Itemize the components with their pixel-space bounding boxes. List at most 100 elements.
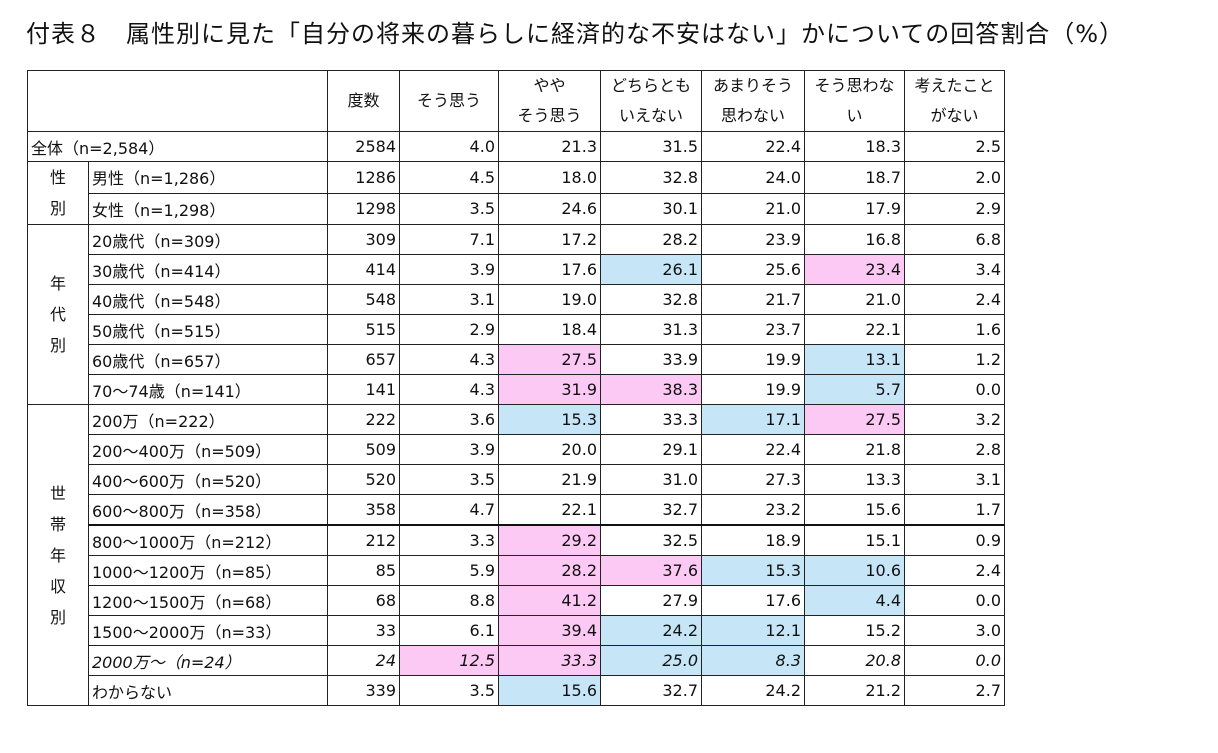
value-cell-yaya-sou-omou: 29.2: [498, 524, 601, 556]
value-cell-dochiratomo-ienai: 31.5: [600, 131, 702, 162]
value-cell-yaya-sou-omou: 28.2: [498, 555, 601, 586]
table-row: 50歳代（n=515） 515 2.9 18.4 31.3 23.7 22.1 1.6: [28, 314, 1005, 345]
value-cell-sou-omou: 2.9: [399, 314, 499, 345]
group-label-char: 別: [49, 336, 66, 355]
value-cell-dochiratomo-ienai: 31.0: [600, 464, 702, 495]
value-cell-dochiratomo-ienai: 32.8: [600, 284, 702, 315]
table-row: 1500～2000万（n=33） 33 6.1 39.4 24.2 12.1 15.2 3.0: [28, 615, 1005, 646]
value-cell-sou-omowanai: 5.7: [804, 374, 905, 405]
row-label: 1200～1500万（n=68）: [88, 585, 328, 616]
column-header-line: いえない: [618, 106, 683, 125]
value-cell-kangaeta-koto-ga-nai: 2.5: [904, 131, 1005, 162]
value-cell-kangaeta-koto-ga-nai: 0.0: [904, 374, 1005, 405]
value-cell-count: 520: [327, 464, 400, 495]
row-label: 200～400万（n=509）: [88, 434, 328, 465]
row-label: 2000万～（n=24）: [88, 645, 328, 676]
table-row: 2000万～（n=24） 24 12.5 33.3 25.0 8.3 20.8 0.0: [28, 645, 1005, 676]
value-cell-count: 1286: [327, 161, 400, 194]
value-cell-amari-sou-omowanai: 19.9: [701, 374, 805, 405]
column-header-yaya-sou-omou: やや そう思う: [498, 70, 601, 132]
value-cell-yaya-sou-omou: 22.1: [498, 494, 601, 526]
value-cell-amari-sou-omowanai: 23.7: [701, 314, 805, 345]
group-label: 年代別: [27, 224, 89, 405]
value-cell-dochiratomo-ienai: 32.5: [600, 524, 702, 556]
value-cell-amari-sou-omowanai: 12.1: [701, 615, 805, 646]
value-cell-sou-omou: 4.3: [399, 344, 499, 375]
value-cell-sou-omowanai: 27.5: [804, 404, 905, 435]
value-cell-amari-sou-omowanai: 24.0: [701, 161, 805, 194]
value-cell-kangaeta-koto-ga-nai: 1.7: [904, 494, 1005, 526]
table-row: 200～400万（n=509） 509 3.9 20.0 29.1 22.4 21.8 2.8: [28, 434, 1005, 465]
value-cell-yaya-sou-omou: 15.3: [498, 404, 601, 435]
value-cell-dochiratomo-ienai: 29.1: [600, 434, 702, 465]
value-cell-count: 309: [327, 224, 400, 255]
row-label: 1000～1200万（n=85）: [88, 555, 328, 586]
group-label: 性別: [27, 161, 89, 225]
value-cell-sou-omowanai: 10.6: [804, 555, 905, 586]
value-cell-kangaeta-koto-ga-nai: 2.7: [904, 675, 1005, 706]
value-cell-dochiratomo-ienai: 32.7: [600, 675, 702, 706]
row-label: 600～800万（n=358）: [88, 494, 328, 526]
value-cell-sou-omou: 6.1: [399, 615, 499, 646]
value-cell-amari-sou-omowanai: 18.9: [701, 524, 805, 556]
value-cell-sou-omowanai: 18.7: [804, 161, 905, 194]
value-cell-amari-sou-omowanai: 27.3: [701, 464, 805, 495]
value-cell-count: 222: [327, 404, 400, 435]
value-cell-dochiratomo-ienai: 38.3: [600, 374, 702, 405]
value-cell-amari-sou-omowanai: 21.7: [701, 284, 805, 315]
value-cell-sou-omowanai: 18.3: [804, 131, 905, 162]
column-header-amari-sou-omowanai: あまりそう 思わない: [701, 70, 805, 132]
column-header-line: そう思う: [416, 91, 481, 110]
value-cell-dochiratomo-ienai: 32.7: [600, 494, 702, 526]
group-label-char: 性: [49, 168, 66, 187]
value-cell-kangaeta-koto-ga-nai: 1.2: [904, 344, 1005, 375]
value-cell-dochiratomo-ienai: 25.0: [600, 645, 702, 676]
value-cell-count: 24: [327, 645, 400, 676]
value-cell-yaya-sou-omou: 21.9: [498, 464, 601, 495]
value-cell-sou-omou: 12.5: [399, 645, 499, 676]
value-cell-yaya-sou-omou: 24.6: [498, 192, 601, 225]
row-label: 70～74歳（n=141）: [88, 374, 328, 405]
column-header-sou-omowanai: そう思わない: [804, 70, 905, 132]
value-cell-dochiratomo-ienai: 27.9: [600, 585, 702, 616]
value-cell-yaya-sou-omou: 21.3: [498, 131, 601, 162]
column-header-line: がない: [930, 106, 979, 125]
column-header-sou-omou: そう思う: [399, 70, 499, 132]
column-header-line: やや: [533, 76, 566, 95]
table-row: 女性（n=1,298） 1298 3.5 24.6 30.1 21.0 17.9 2.9: [28, 192, 1005, 225]
row-label: 800～1000万（n=212）: [88, 524, 328, 556]
table-row: 60歳代（n=657） 657 4.3 27.5 33.9 19.9 13.1 1.2: [28, 344, 1005, 375]
value-cell-kangaeta-koto-ga-nai: 0.0: [904, 585, 1005, 616]
value-cell-kangaeta-koto-ga-nai: 0.9: [904, 524, 1005, 556]
value-cell-kangaeta-koto-ga-nai: 2.4: [904, 284, 1005, 315]
row-label: 50歳代（n=515）: [88, 314, 328, 345]
table-row: 30歳代（n=414） 414 3.9 17.6 26.1 25.6 23.4 3.4: [28, 254, 1005, 285]
group-label-char: 別: [49, 607, 66, 627]
value-cell-kangaeta-koto-ga-nai: 6.8: [904, 224, 1005, 255]
column-header-line: あまりそう: [712, 76, 793, 95]
row-label: 1500～2000万（n=33）: [88, 615, 328, 646]
value-cell-yaya-sou-omou: 15.6: [498, 675, 601, 706]
response-table: 度数 そう思う やや そう思う どちらとも いえない あまりそう 思わない そう思わない考えたこ…: [27, 70, 1005, 706]
row-label: 女性（n=1,298）: [88, 192, 328, 225]
column-header-dochiratomo-ienai: どちらとも いえない: [600, 70, 702, 132]
value-cell-count: 515: [327, 314, 400, 345]
value-cell-dochiratomo-ienai: 24.2: [600, 615, 702, 646]
value-cell-sou-omowanai: 16.8: [804, 224, 905, 255]
value-cell-dochiratomo-ienai: 33.9: [600, 344, 702, 375]
value-cell-sou-omou: 3.1: [399, 284, 499, 315]
value-cell-sou-omou: 8.8: [399, 585, 499, 616]
value-cell-count: 1298: [327, 192, 400, 225]
value-cell-count: 509: [327, 434, 400, 465]
table-row: 600～800万（n=358） 358 4.7 22.1 32.7 23.2 15.6 1.7: [28, 494, 1005, 526]
value-cell-count: 212: [327, 524, 400, 556]
column-header-line: そう思う: [517, 106, 582, 125]
group-label-char: 世: [49, 483, 66, 503]
column-header-line: い: [846, 106, 863, 125]
group-label: 世帯年収別: [27, 404, 89, 706]
value-cell-sou-omou: 3.6: [399, 404, 499, 435]
value-cell-yaya-sou-omou: 18.4: [498, 314, 601, 345]
column-header-line: 考えたこと: [914, 76, 995, 95]
value-cell-sou-omowanai: 21.8: [804, 434, 905, 465]
group-label-char: 年: [49, 274, 66, 293]
